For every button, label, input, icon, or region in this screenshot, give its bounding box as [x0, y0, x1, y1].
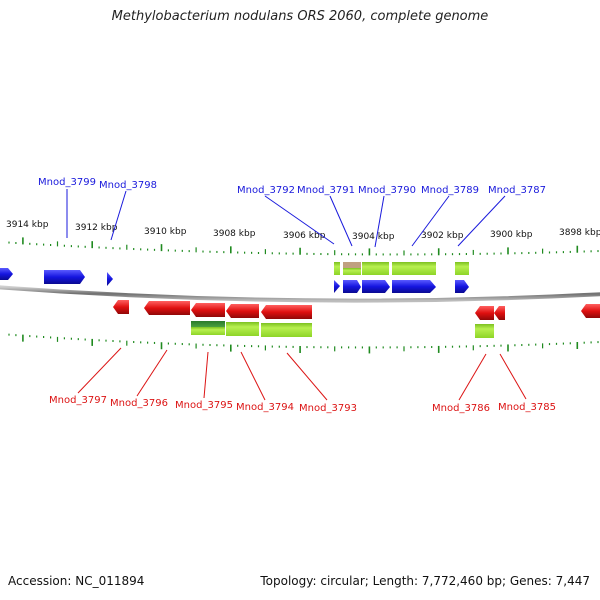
gene-label-reverse[interactable]: Mnod_3785: [498, 402, 556, 413]
genome-backbone: [0, 285, 600, 303]
gene-arrow-forward[interactable]: [334, 280, 340, 293]
gene-arrow-reverse[interactable]: [226, 304, 259, 318]
map-title: Methylobacterium nodulans ORS 2060, comp…: [111, 9, 489, 24]
scale-label: 3900 kbp: [490, 230, 533, 240]
forward-gene-labels: Mnod_3799 Mnod_3798 Mnod_3792 Mnod_3791 …: [38, 177, 546, 196]
gene-label-forward[interactable]: Mnod_3799: [38, 177, 96, 188]
feature-block: [343, 268, 361, 275]
scale-label: 3902 kbp: [421, 231, 464, 241]
forward-leader-lines: [66, 189, 506, 248]
gene-label-forward[interactable]: Mnod_3789: [421, 185, 479, 196]
gene-arrow-forward[interactable]: [392, 280, 436, 293]
scale-label: 3914 kbp: [6, 220, 49, 230]
scale-label: 3910 kbp: [144, 227, 187, 237]
gene-label-reverse[interactable]: Mnod_3795: [175, 400, 233, 411]
features-top: [334, 262, 469, 275]
feature-block: [191, 321, 225, 327]
gene-arrow-reverse[interactable]: [475, 306, 494, 320]
forward-genes: [0, 268, 469, 293]
reverse-leader-lines: [77, 347, 527, 401]
feature-block: [261, 323, 312, 337]
gene-arrow-reverse[interactable]: [581, 304, 600, 318]
gene-arrow-forward[interactable]: [44, 270, 85, 284]
gene-label-reverse[interactable]: Mnod_3797: [49, 395, 107, 406]
gene-arrow-forward[interactable]: [455, 280, 469, 293]
accession-text: Accession: NC_011894: [8, 574, 145, 588]
gene-label-forward[interactable]: Mnod_3791: [297, 185, 355, 196]
gene-arrow-reverse[interactable]: [191, 303, 225, 317]
scale-label: 3904 kbp: [352, 232, 395, 242]
scale-label: 3898 kbp: [559, 228, 600, 238]
gene-arrow-reverse[interactable]: [494, 306, 505, 320]
scale-label: 3912 kbp: [75, 223, 118, 233]
scale-label: 3906 kbp: [283, 231, 326, 241]
gene-arrow-forward[interactable]: [107, 272, 113, 286]
feature-block: [191, 327, 225, 335]
gene-label-forward[interactable]: Mnod_3798: [99, 180, 157, 191]
gene-label-reverse[interactable]: Mnod_3796: [110, 398, 168, 409]
gene-arrow-reverse[interactable]: [113, 300, 129, 314]
feature-block: [362, 262, 389, 275]
gene-arrow-forward[interactable]: [343, 280, 361, 293]
tick-marks-bottom: [8, 333, 599, 354]
reverse-gene-labels: Mnod_3797 Mnod_3796 Mnod_3795 Mnod_3794 …: [49, 395, 556, 414]
feature-block: [455, 262, 469, 275]
tick-marks-top: [8, 237, 599, 256]
gene-arrow-reverse[interactable]: [261, 305, 312, 319]
gene-label-reverse[interactable]: Mnod_3794: [236, 402, 294, 413]
topology-text: Topology: circular; Length: 7,772,460 bp…: [260, 574, 590, 588]
gene-label-reverse[interactable]: Mnod_3786: [432, 403, 490, 414]
gene-label-reverse[interactable]: Mnod_3793: [299, 403, 357, 414]
gene-label-forward[interactable]: Mnod_3790: [358, 185, 416, 196]
gene-label-forward[interactable]: Mnod_3787: [488, 185, 546, 196]
feature-block: [392, 262, 436, 275]
gene-arrow-forward[interactable]: [0, 268, 13, 280]
gene-label-forward[interactable]: Mnod_3792: [237, 185, 295, 196]
feature-block: [475, 324, 494, 338]
scale-label: 3908 kbp: [213, 229, 256, 239]
gene-arrow-forward[interactable]: [362, 280, 390, 293]
feature-block: [226, 322, 259, 336]
gene-arrow-reverse[interactable]: [144, 301, 190, 315]
feature-block: [334, 262, 340, 275]
features-bottom: [191, 321, 494, 338]
reverse-genes: [113, 300, 600, 320]
scale-labels: 3914 kbp 3912 kbp 3910 kbp 3908 kbp 3906…: [6, 220, 600, 242]
